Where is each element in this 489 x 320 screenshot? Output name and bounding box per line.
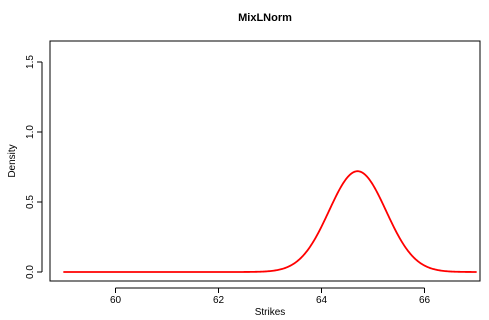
chart-title: MixLNorm: [238, 12, 292, 24]
x-axis-title: Strikes: [255, 307, 286, 318]
x-tick-label: 66: [419, 295, 431, 306]
y-tick-label: 1.5: [25, 55, 36, 69]
density-curve: [63, 170, 477, 273]
y-axis: 0.0 0.5 1.0 1.5: [25, 55, 43, 279]
y-axis-title: Density: [7, 144, 18, 177]
x-tick-label: 64: [316, 295, 328, 306]
x-axis: 60 62 64 66: [110, 287, 431, 306]
y-tick-label: 0.0: [25, 265, 36, 279]
x-tick-label: 60: [110, 295, 122, 306]
x-tick-label: 62: [213, 295, 225, 306]
y-tick-label: 1.0: [25, 125, 36, 139]
y-tick-label: 0.5: [25, 195, 36, 209]
series-layer: [63, 170, 477, 273]
plot-area-frame: [49, 40, 481, 282]
